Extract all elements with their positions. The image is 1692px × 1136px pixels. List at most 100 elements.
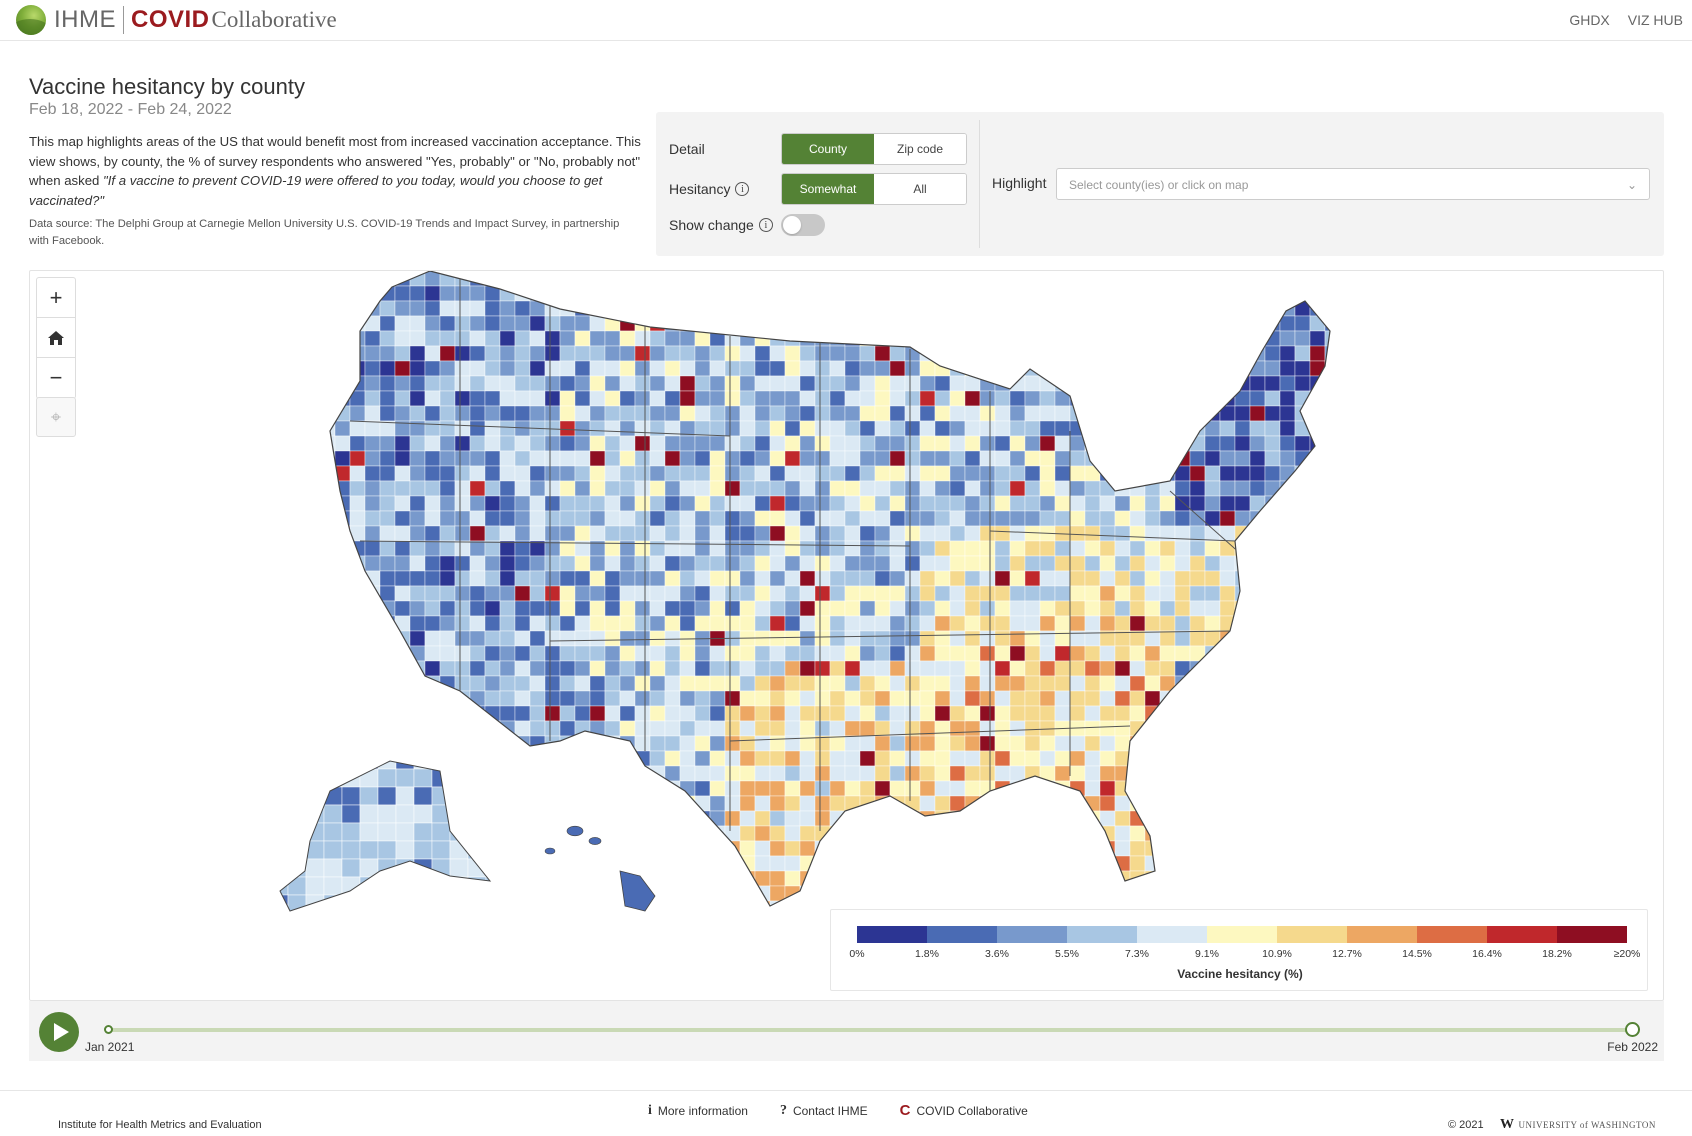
legend-tick-label: 1.8% (915, 948, 939, 960)
legend-tick-label: 0% (849, 948, 865, 960)
top-header: IHME COVID Collaborative GHDX VIZ HUB (0, 0, 1692, 41)
detail-zipcode-button[interactable]: Zip code (874, 134, 966, 164)
alaska-outline (279, 760, 492, 912)
legend-tick-label: 18.2% (1542, 948, 1572, 960)
legend-tick-label: 12.7% (1332, 948, 1362, 960)
show-change-label: Show change i (669, 217, 773, 233)
hawaii-island[interactable] (588, 837, 602, 845)
state-borders (349, 271, 1261, 831)
zoom-in-button[interactable]: + (37, 278, 75, 318)
detail-label-text: Detail (669, 141, 705, 157)
timeline-start-label: Jan 2021 (85, 1040, 135, 1054)
timeline-bar: Jan 2021 Feb 2022 (29, 1001, 1664, 1061)
highlight-placeholder: Select county(ies) or click on map (1069, 178, 1249, 192)
controls-divider (979, 120, 980, 248)
detail-county-button[interactable]: County (782, 134, 874, 164)
hawaii-island[interactable] (566, 825, 584, 837)
us-county-choropleth-map[interactable] (30, 271, 1664, 1001)
uw-text: UNIVERSITY of WASHINGTON (1518, 1120, 1656, 1130)
date-range: Feb 18, 2022 - Feb 24, 2022 (29, 101, 232, 118)
highlight-county-select[interactable]: Select county(ies) or click on map ⌄ (1056, 168, 1650, 200)
hesitancy-info-icon[interactable]: i (735, 182, 750, 196)
legend-color-bar (857, 926, 1627, 943)
brand-ihme: IHME (54, 6, 116, 33)
legend-swatch (1417, 926, 1487, 943)
hesitancy-label: Hesitancy i (669, 181, 750, 197)
copyright: © 2021 (1448, 1119, 1484, 1131)
top-nav: GHDX VIZ HUB (1560, 12, 1692, 28)
covid-collaborative-label: COVID Collaborative (916, 1103, 1028, 1118)
play-button[interactable] (39, 1012, 79, 1052)
timeline-end-label: Feb 2022 (1607, 1040, 1658, 1054)
logo-divider (123, 6, 124, 34)
brand-collaborative: Collaborative (211, 7, 337, 32)
legend-title: Vaccine hesitancy (%) (1177, 967, 1303, 981)
zoom-out-button[interactable]: − (37, 358, 75, 398)
legend-swatch (1557, 926, 1627, 943)
timeline-start-marker (104, 1025, 113, 1034)
detail-segmented-control: County Zip code (781, 133, 967, 165)
hawaii-shape[interactable] (619, 870, 656, 912)
footer-links: i More information ? Contact IHME C COVID C… (648, 1102, 1028, 1119)
covid-collaborative-link[interactable]: C COVID Collaborative (900, 1102, 1028, 1119)
nav-ghdx-link[interactable]: GHDX (1569, 12, 1610, 28)
legend-swatch (1207, 926, 1277, 943)
zoom-controls: + − (36, 277, 76, 399)
home-icon (48, 330, 64, 345)
plus-icon: + (49, 284, 63, 310)
hesitancy-all-button[interactable]: All (874, 174, 966, 204)
uw-logo[interactable]: W UNIVERSITY of WASHINGTON (1500, 1117, 1656, 1133)
contact-ihme-label: Contact IHME (792, 1103, 868, 1118)
legend-swatch (1067, 926, 1137, 943)
controls-panel: Detail County Zip code Hesitancy i Somew… (656, 112, 1664, 256)
minus-icon: − (49, 365, 63, 390)
legend-swatch (1487, 926, 1557, 943)
ihme-covid-logo[interactable]: IHME COVID Collaborative (16, 4, 337, 36)
legend-swatch (1137, 926, 1207, 943)
legend-ticks: 0% 1.8% 3.6% 5.5% 7.3% 9.1% 10.9% 12.7% 14.5% 16.… (849, 948, 1640, 962)
hesitancy-label-text: Hesitancy (669, 181, 731, 197)
uw-w-icon: W (1500, 1117, 1515, 1132)
timeline-slider-handle[interactable] (1625, 1022, 1640, 1037)
legend-tick-label: 16.4% (1472, 948, 1502, 960)
institute-name: Institute for Health Metrics and Evaluat… (58, 1119, 262, 1131)
data-source-note: Data source: The Delphi Group at Carnegi… (29, 218, 620, 247)
description-quote: "If a vaccine to prevent COVID-19 were o… (29, 173, 603, 208)
locate-button[interactable]: ⌖ (36, 397, 76, 437)
legend-tick-label: 3.6% (985, 948, 1009, 960)
covid-collab-icon: C (899, 1102, 911, 1119)
legend-tick-label: 5.5% (1055, 948, 1079, 960)
hesitancy-segmented-control: Somewhat All (781, 173, 967, 205)
legend-swatch (1277, 926, 1347, 943)
page-title: Vaccine hesitancy by county (29, 74, 305, 99)
show-change-label-text: Show change (669, 217, 754, 233)
legend-tick-label: 14.5% (1402, 948, 1432, 960)
county-mosaic-conus[interactable] (320, 271, 1340, 916)
info-icon: i (648, 1102, 652, 1118)
footer: i More information ? Contact IHME C COVID C… (0, 1090, 1692, 1136)
legend-tick-label: ≥20% (1613, 948, 1641, 960)
crosshair-icon: ⌖ (50, 406, 62, 427)
highlight-label: Highlight (992, 175, 1047, 191)
hesitancy-somewhat-button[interactable]: Somewhat (782, 174, 874, 204)
legend-swatch (997, 926, 1067, 943)
play-icon (53, 1023, 69, 1041)
show-change-info-icon[interactable]: i (758, 218, 773, 232)
more-information-link[interactable]: i More information (648, 1102, 748, 1119)
map-panel: + − ⌖ 0% 1.8% 3.6% 5.5% 7.3% 9.1% 10.9% 12.7% 14… (29, 270, 1664, 1001)
legend-tick-label: 9.1% (1195, 948, 1219, 960)
toggle-knob (783, 216, 801, 234)
timeline-track[interactable] (108, 1028, 1632, 1032)
home-button[interactable] (37, 318, 75, 358)
county-mosaic-alaska[interactable] (270, 751, 504, 931)
legend-tick-label: 10.9% (1262, 948, 1292, 960)
legend-swatch (927, 926, 997, 943)
conus-outline (329, 271, 1331, 907)
nav-vizhub-link[interactable]: VIZ HUB (1627, 12, 1683, 28)
legend-swatch (857, 926, 927, 943)
hawaii-island[interactable] (544, 847, 556, 855)
show-change-toggle[interactable] (781, 214, 825, 236)
detail-label: Detail (669, 141, 705, 157)
contact-ihme-link[interactable]: ? Contact IHME (780, 1102, 868, 1119)
legend-swatch (1347, 926, 1417, 943)
